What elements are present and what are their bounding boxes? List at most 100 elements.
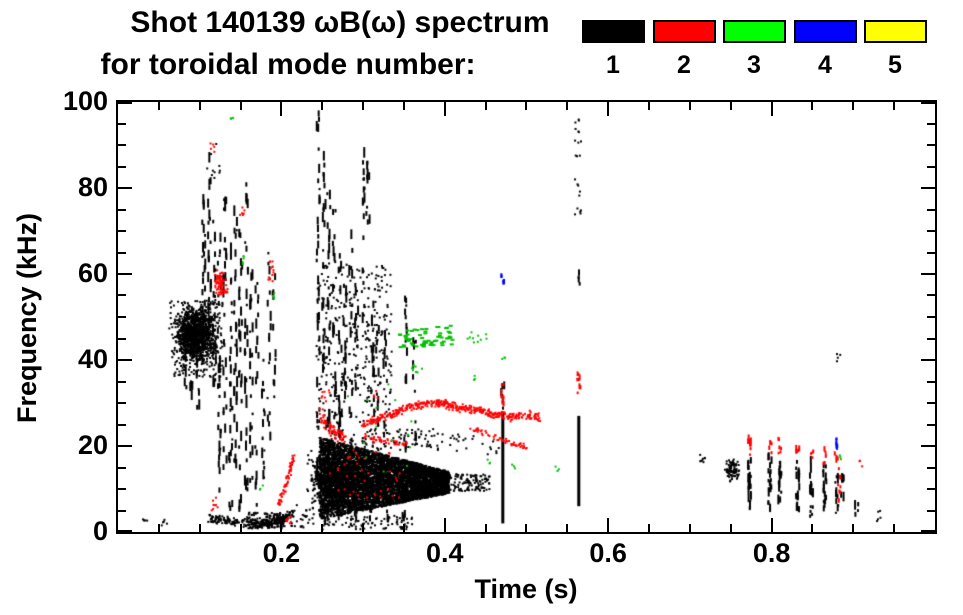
x-minor-tick-0.15: [240, 524, 242, 532]
x-minor-tick-0.55: [566, 524, 568, 532]
y-major-tick-right-100: [921, 102, 935, 104]
x-minor-tick-0.45: [485, 524, 487, 532]
x-minor-tick-top-0.10: [199, 102, 201, 110]
x-major-tick-0.40: [444, 518, 446, 532]
x-minor-tick-top-0.95: [893, 102, 895, 110]
x-minor-tick-0.70: [689, 524, 691, 532]
y-tick-label-20: 20: [77, 430, 108, 460]
y-minor-tick-right-45: [927, 338, 935, 340]
x-tick-label-0.4: 0.4: [426, 538, 464, 568]
x-major-tick-top-0.20: [280, 102, 282, 116]
y-minor-tick-45: [118, 338, 126, 340]
y-minor-tick-70: [118, 230, 126, 232]
x-axis-label: Time (s): [474, 574, 578, 604]
x-minor-tick-top-0.90: [852, 102, 854, 110]
y-minor-tick-65: [118, 252, 126, 254]
y-tick-label-40: 40: [77, 344, 108, 374]
x-minor-tick-0.75: [730, 524, 732, 532]
y-minor-tick-right-75: [927, 209, 935, 211]
y-tick-label-60: 60: [77, 258, 108, 288]
x-minor-tick-0.25: [321, 524, 323, 532]
y-minor-tick-55: [118, 294, 126, 296]
y-minor-tick-right-30: [927, 402, 935, 404]
x-minor-tick-top-0.25: [321, 102, 323, 110]
x-minor-tick-top-0.45: [485, 102, 487, 110]
y-major-tick-0: [118, 530, 132, 532]
y-tick-label-80: 80: [77, 172, 108, 202]
x-minor-tick-0.65: [648, 524, 650, 532]
y-minor-tick-right-35: [927, 381, 935, 383]
y-major-tick-40: [118, 359, 132, 361]
y-minor-tick-right-10: [927, 488, 935, 490]
y-major-tick-100: [118, 102, 132, 104]
legend-label-mode-3: 3: [747, 51, 761, 79]
x-minor-tick-top-0.55: [566, 102, 568, 110]
y-minor-tick-95: [118, 123, 126, 125]
x-minor-tick-0.50: [525, 524, 527, 532]
legend-swatch-mode-4: [794, 20, 857, 43]
x-minor-tick-top-0.85: [811, 102, 813, 110]
y-minor-tick-50: [118, 316, 126, 318]
y-major-tick-right-80: [921, 187, 935, 189]
x-minor-tick-0.95: [893, 524, 895, 532]
x-tick-label-0.2: 0.2: [262, 538, 301, 568]
legend-label-mode-2: 2: [677, 51, 691, 79]
y-minor-tick-right-15: [927, 467, 935, 469]
x-minor-tick-0.35: [403, 524, 405, 532]
y-minor-tick-75: [118, 209, 126, 211]
x-major-tick-top-0.60: [607, 102, 609, 116]
legend-swatch-mode-5: [864, 20, 927, 43]
x-major-tick-0.20: [280, 518, 282, 532]
x-minor-tick-top-0.05: [158, 102, 160, 110]
y-minor-tick-15: [118, 467, 126, 469]
y-major-tick-right-40: [921, 359, 935, 361]
y-major-tick-20: [118, 445, 132, 447]
y-minor-tick-right-55: [927, 294, 935, 296]
legend-swatch-mode-2: [653, 20, 716, 43]
legend-label-mode-4: 4: [818, 51, 832, 79]
y-minor-tick-right-95: [927, 123, 935, 125]
x-minor-tick-top-0.65: [648, 102, 650, 110]
y-major-tick-60: [118, 273, 132, 275]
y-minor-tick-90: [118, 144, 126, 146]
y-major-tick-right-60: [921, 273, 935, 275]
x-minor-tick-top-0.50: [525, 102, 527, 110]
y-minor-tick-30: [118, 402, 126, 404]
legend-label-mode-5: 5: [888, 51, 902, 79]
y-minor-tick-25: [118, 424, 126, 426]
y-minor-tick-right-5: [927, 510, 935, 512]
x-minor-tick-0.85: [811, 524, 813, 532]
x-tick-label-0.6: 0.6: [589, 538, 627, 568]
x-major-tick-top-0.80: [771, 102, 773, 116]
x-minor-tick-0.10: [199, 524, 201, 532]
y-minor-tick-right-65: [927, 252, 935, 254]
y-minor-tick-5: [118, 510, 126, 512]
x-minor-tick-top-0.35: [403, 102, 405, 110]
chart-title-line2: for toroidal mode number:: [100, 48, 476, 81]
x-minor-tick-top-0.30: [362, 102, 364, 110]
legend-swatch-mode-1: [582, 20, 645, 43]
y-minor-tick-right-85: [927, 166, 935, 168]
y-minor-tick-right-50: [927, 316, 935, 318]
y-minor-tick-right-70: [927, 230, 935, 232]
y-major-tick-right-0: [921, 530, 935, 532]
x-minor-tick-0.05: [158, 524, 160, 532]
y-minor-tick-85: [118, 166, 126, 168]
x-major-tick-0.80: [771, 518, 773, 532]
y-tick-label-100: 100: [62, 86, 108, 116]
y-tick-label-0: 0: [92, 516, 108, 546]
y-major-tick-right-20: [921, 445, 935, 447]
x-minor-tick-top-0.75: [730, 102, 732, 110]
x-minor-tick-0.90: [852, 524, 854, 532]
legend-swatch-mode-3: [723, 20, 786, 43]
x-major-tick-top-0.40: [444, 102, 446, 116]
y-axis-label: Frequency (kHz): [12, 212, 42, 424]
legend-label-mode-1: 1: [606, 51, 620, 79]
spectrum-scatter-canvas: [118, 102, 935, 532]
y-minor-tick-right-25: [927, 424, 935, 426]
y-minor-tick-right-90: [927, 144, 935, 146]
y-minor-tick-35: [118, 381, 126, 383]
x-major-tick-0.60: [607, 518, 609, 532]
y-major-tick-80: [118, 187, 132, 189]
